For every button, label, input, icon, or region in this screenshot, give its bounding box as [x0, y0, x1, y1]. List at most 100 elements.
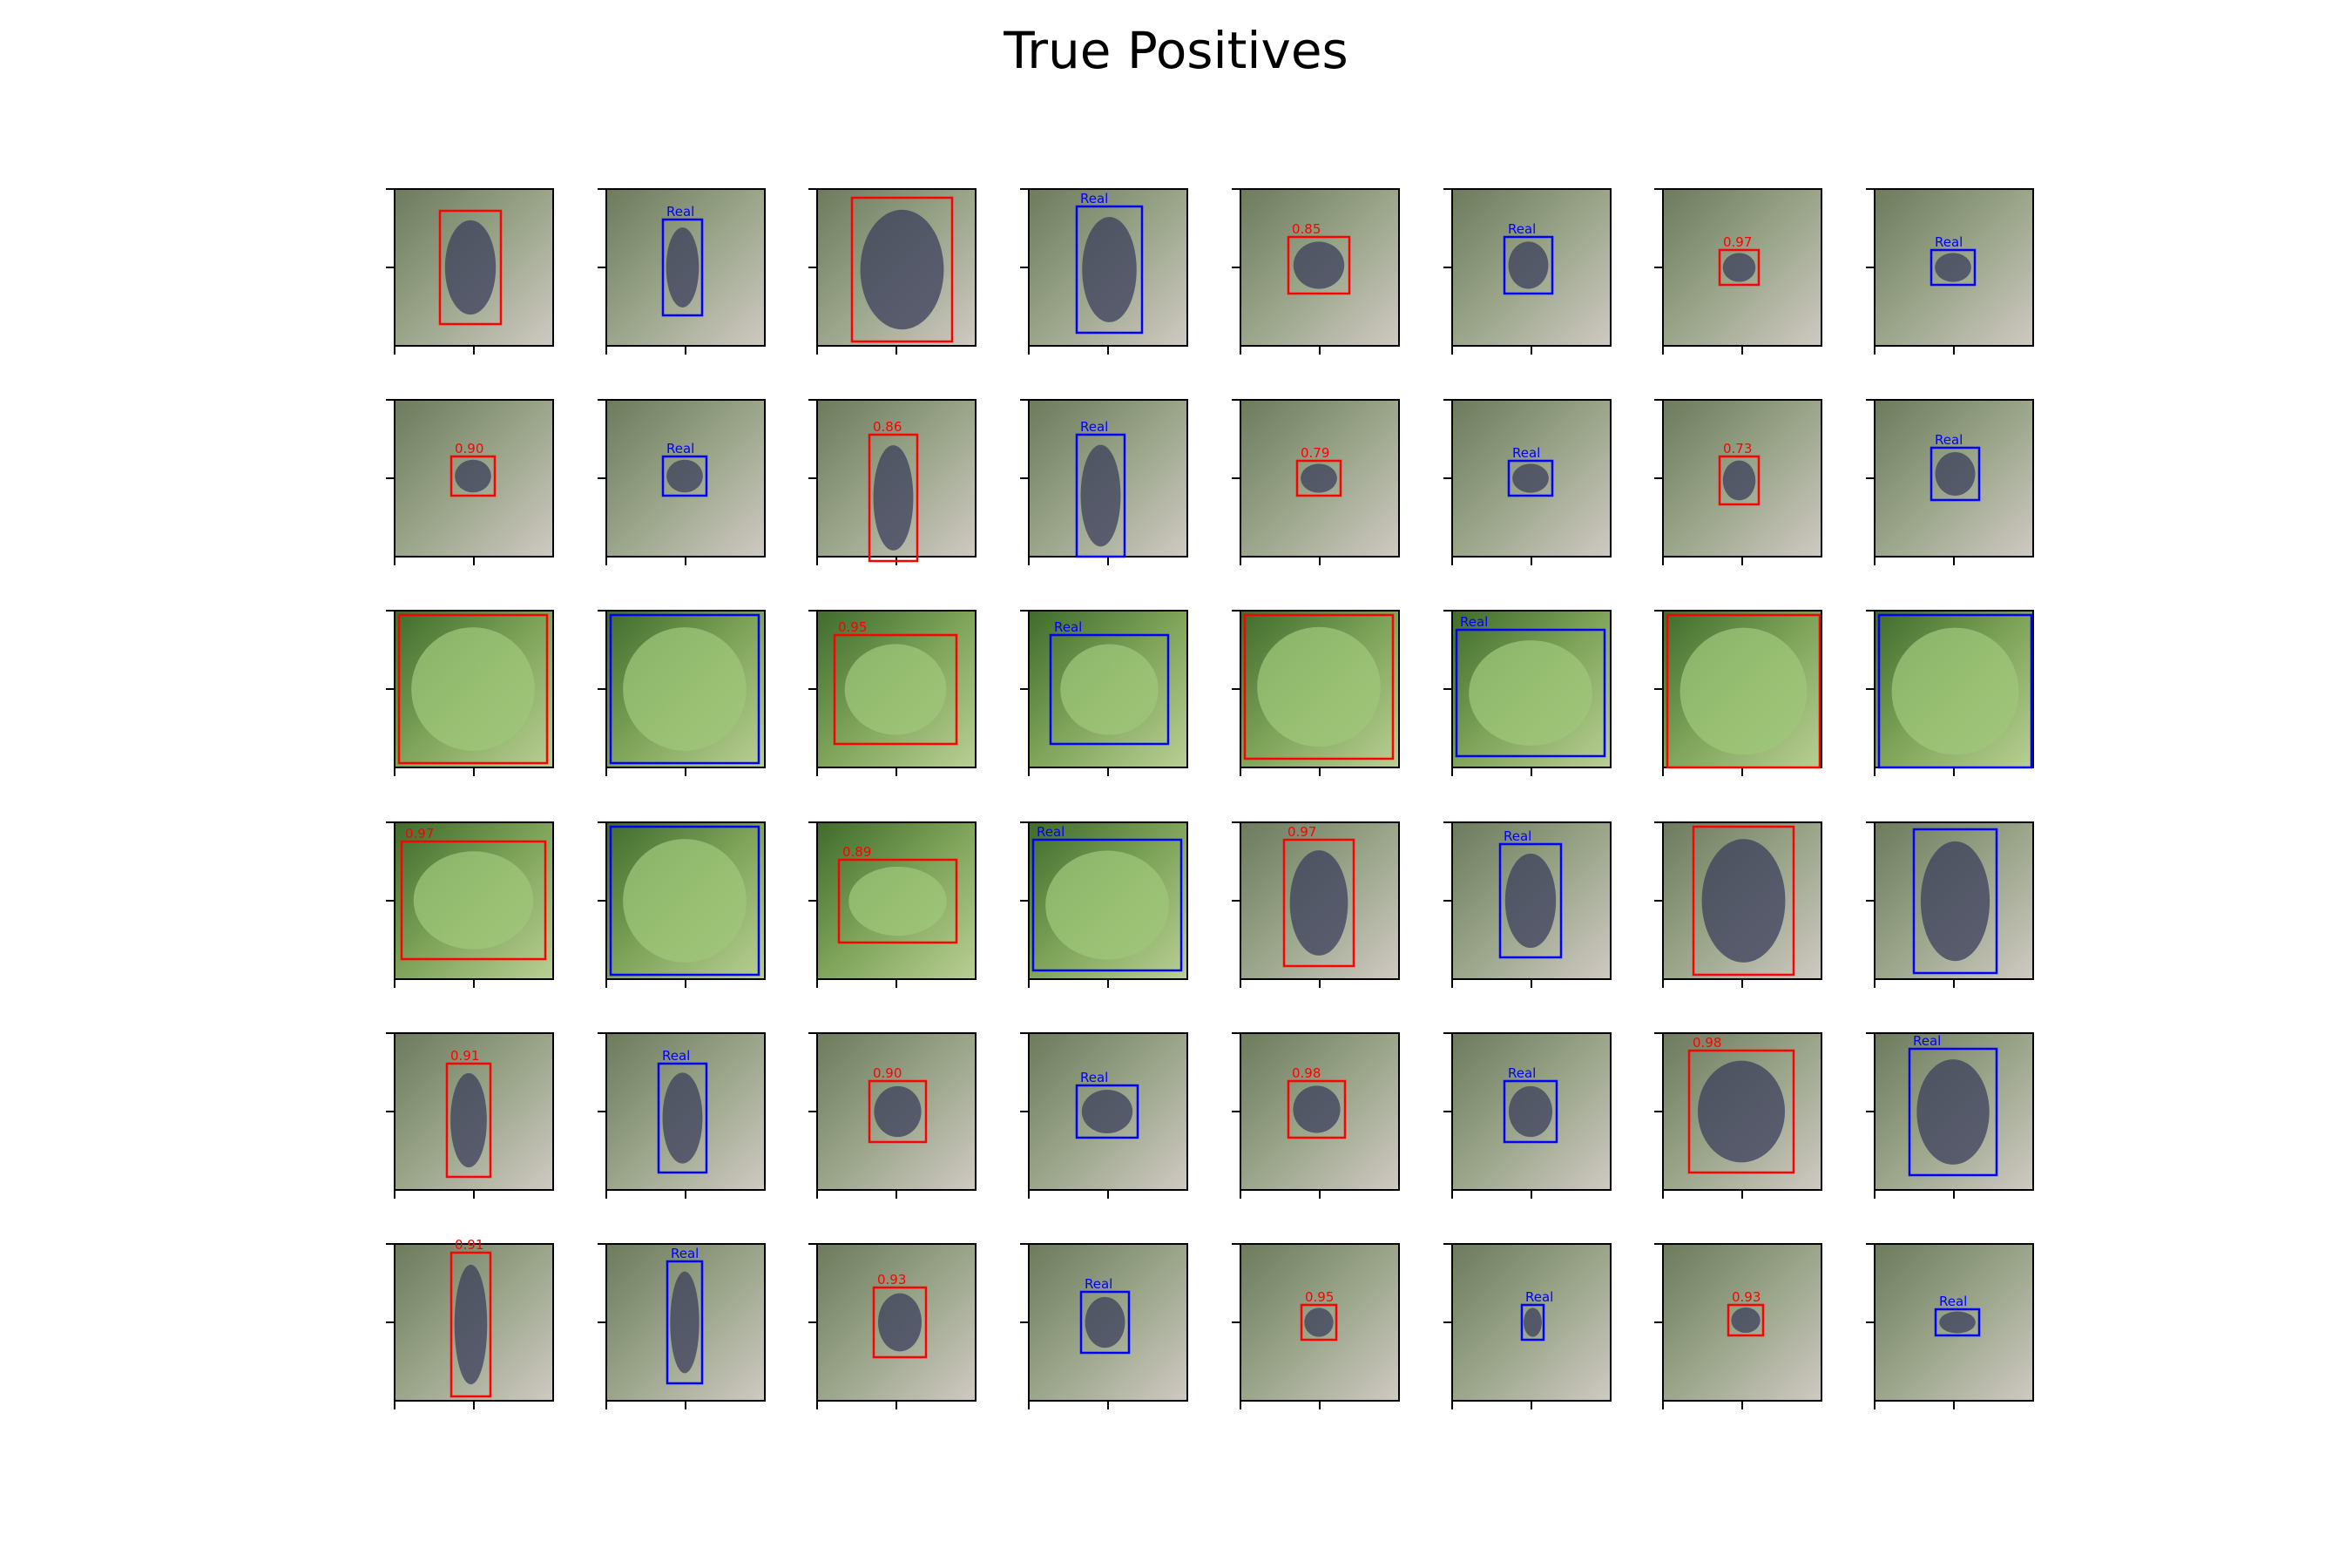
figure-title: True Positives [1004, 21, 1348, 80]
box-label: 0.91 [455, 1237, 483, 1253]
grape-cluster [1512, 463, 1549, 493]
ground-truth-box [1930, 446, 1981, 502]
box-label: 0.73 [1723, 441, 1752, 456]
prediction-box [397, 613, 549, 765]
panel [386, 188, 554, 355]
ground-truth-box [1877, 613, 2033, 769]
panel: Real [1866, 188, 2034, 355]
grape-cluster [878, 1293, 922, 1352]
box-label: 0.90 [455, 441, 483, 456]
prediction-box [1287, 1079, 1347, 1139]
grape-cluster [666, 227, 700, 308]
panel: 0.98 [1654, 1032, 1822, 1199]
box-label: Real [666, 441, 694, 456]
panel: 0.98 [1232, 1032, 1400, 1199]
box-label: Real [1525, 1289, 1553, 1305]
box-label: Real [1054, 619, 1082, 635]
panel [1866, 610, 2034, 776]
ground-truth-box [1503, 235, 1554, 295]
panel: Real [1020, 399, 1188, 565]
panel: Real [1020, 188, 1188, 355]
box-label: Real [1037, 824, 1064, 840]
ground-truth-box [1912, 828, 1998, 975]
prediction-box [1718, 248, 1761, 287]
box-label: Real [1512, 445, 1540, 461]
prediction-box [438, 209, 503, 326]
grape-cluster [1293, 241, 1345, 289]
box-label: Real [1508, 1065, 1536, 1081]
box-label: 0.97 [405, 826, 434, 841]
panel: Real [1443, 1032, 1612, 1199]
ground-truth-box [1075, 433, 1126, 558]
panel: 0.93 [1654, 1243, 1822, 1409]
ground-truth-box [1934, 1308, 1981, 1337]
grape-cluster [860, 209, 944, 330]
panel: 0.91 [386, 1237, 554, 1409]
grape-cluster [450, 1072, 487, 1168]
panel: Real [1443, 188, 1612, 355]
panel [1654, 821, 1822, 988]
prediction-box [868, 433, 919, 563]
ground-truth-box [666, 1260, 704, 1385]
ground-truth-box [661, 218, 704, 317]
ground-truth-box [1031, 838, 1183, 972]
panel: 0.95 [808, 610, 977, 776]
ground-truth-box [657, 1062, 708, 1174]
grape-cluster [411, 627, 535, 751]
grape-cluster [444, 220, 497, 315]
grape-cluster [662, 1072, 703, 1164]
panel: 0.97 [386, 821, 554, 988]
ground-truth-box [609, 613, 760, 765]
grape-cluster [666, 459, 703, 493]
box-label: Real [1080, 419, 1108, 435]
grape-cluster [1081, 1090, 1133, 1133]
box-label: Real [1913, 1033, 1941, 1049]
prediction-box [449, 455, 497, 497]
grape-cluster [1257, 626, 1381, 747]
prediction-box [1300, 1303, 1338, 1342]
panel: Real [598, 188, 766, 355]
grape-cluster [454, 1264, 488, 1385]
grape-cluster [1916, 1059, 1990, 1165]
panel [808, 188, 977, 355]
ground-truth-box [1908, 1047, 1998, 1177]
grape-cluster [1289, 850, 1348, 956]
grape-cluster [874, 1085, 922, 1138]
grape-cluster [455, 459, 491, 493]
panel: 0.93 [808, 1243, 977, 1409]
box-label: 0.98 [1693, 1035, 1721, 1051]
panel [1232, 610, 1400, 776]
grape-cluster [1082, 217, 1137, 322]
grape-cluster [1698, 1060, 1785, 1163]
box-label: 0.95 [838, 619, 867, 635]
panel: 0.79 [1232, 399, 1400, 565]
panel [386, 610, 554, 776]
box-label: Real [1935, 432, 1963, 448]
prediction-box [449, 1251, 492, 1398]
panel: 0.86 [808, 399, 977, 565]
box-label: Real [1935, 234, 1963, 250]
box-label: 0.79 [1301, 445, 1329, 461]
box-label: Real [666, 204, 694, 220]
box-label: Real [1508, 221, 1536, 237]
panel: 0.91 [386, 1032, 554, 1199]
prediction-box [1243, 613, 1395, 760]
grape-cluster [1722, 460, 1756, 501]
panel [1654, 610, 1822, 776]
panel: Real [598, 1032, 766, 1199]
grape-cluster [873, 445, 914, 551]
prediction-box [400, 840, 547, 961]
grape-cluster [1680, 627, 1808, 755]
box-label: Real [1080, 191, 1108, 206]
prediction-box [850, 196, 954, 343]
panel: 0.89 [808, 821, 977, 988]
grape-cluster [848, 866, 947, 936]
grape-cluster [844, 644, 947, 735]
grape-cluster [1524, 1308, 1542, 1337]
prediction-box [868, 1079, 928, 1144]
panel: 0.73 [1654, 399, 1822, 565]
grape-cluster [670, 1271, 700, 1374]
panel: Real [1443, 399, 1612, 565]
box-label: Real [1080, 1070, 1108, 1085]
